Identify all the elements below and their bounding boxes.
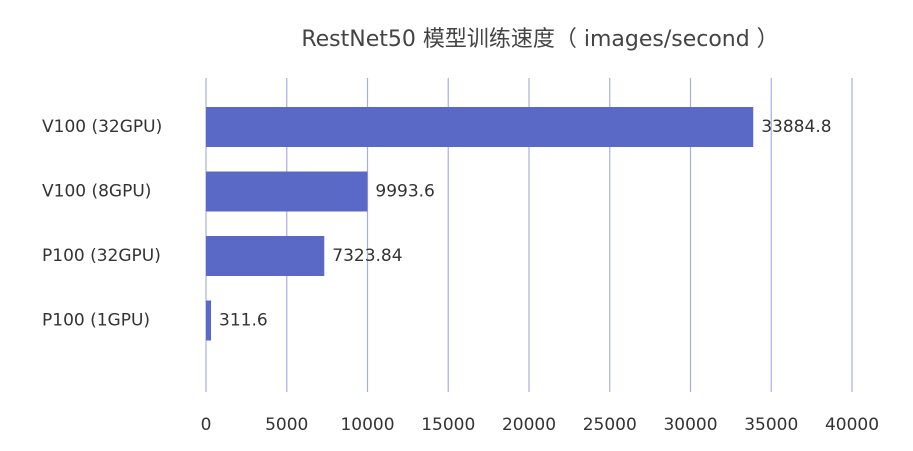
x-tick-label: 30000 xyxy=(663,415,717,435)
bar xyxy=(206,300,212,341)
x-tick-label: 10000 xyxy=(340,415,394,435)
y-tick-label: P100 (32GPU) xyxy=(42,246,161,266)
value-label: 311.6 xyxy=(219,311,268,331)
x-tick-label: 0 xyxy=(201,415,212,435)
x-tick-label: 35000 xyxy=(744,415,798,435)
bar xyxy=(206,236,325,276)
bar xyxy=(206,107,754,147)
value-label: 33884.8 xyxy=(761,117,831,137)
value-label: 7323.84 xyxy=(332,246,402,266)
chart-title: RestNet50 模型训练速度（ images/second ） xyxy=(301,27,778,52)
x-tick-label: 25000 xyxy=(583,415,637,435)
value-label: 9993.6 xyxy=(375,182,434,202)
y-tick-label: V100 (32GPU) xyxy=(42,117,162,137)
y-tick-label: P100 (1GPU) xyxy=(42,311,150,331)
y-tick-label: V100 (8GPU) xyxy=(42,182,151,202)
x-tick-label: 15000 xyxy=(421,415,475,435)
x-tick-label: 5000 xyxy=(265,415,308,435)
x-tick-label: 20000 xyxy=(502,415,556,435)
x-tick-label: 40000 xyxy=(825,415,879,435)
bar xyxy=(206,171,368,212)
